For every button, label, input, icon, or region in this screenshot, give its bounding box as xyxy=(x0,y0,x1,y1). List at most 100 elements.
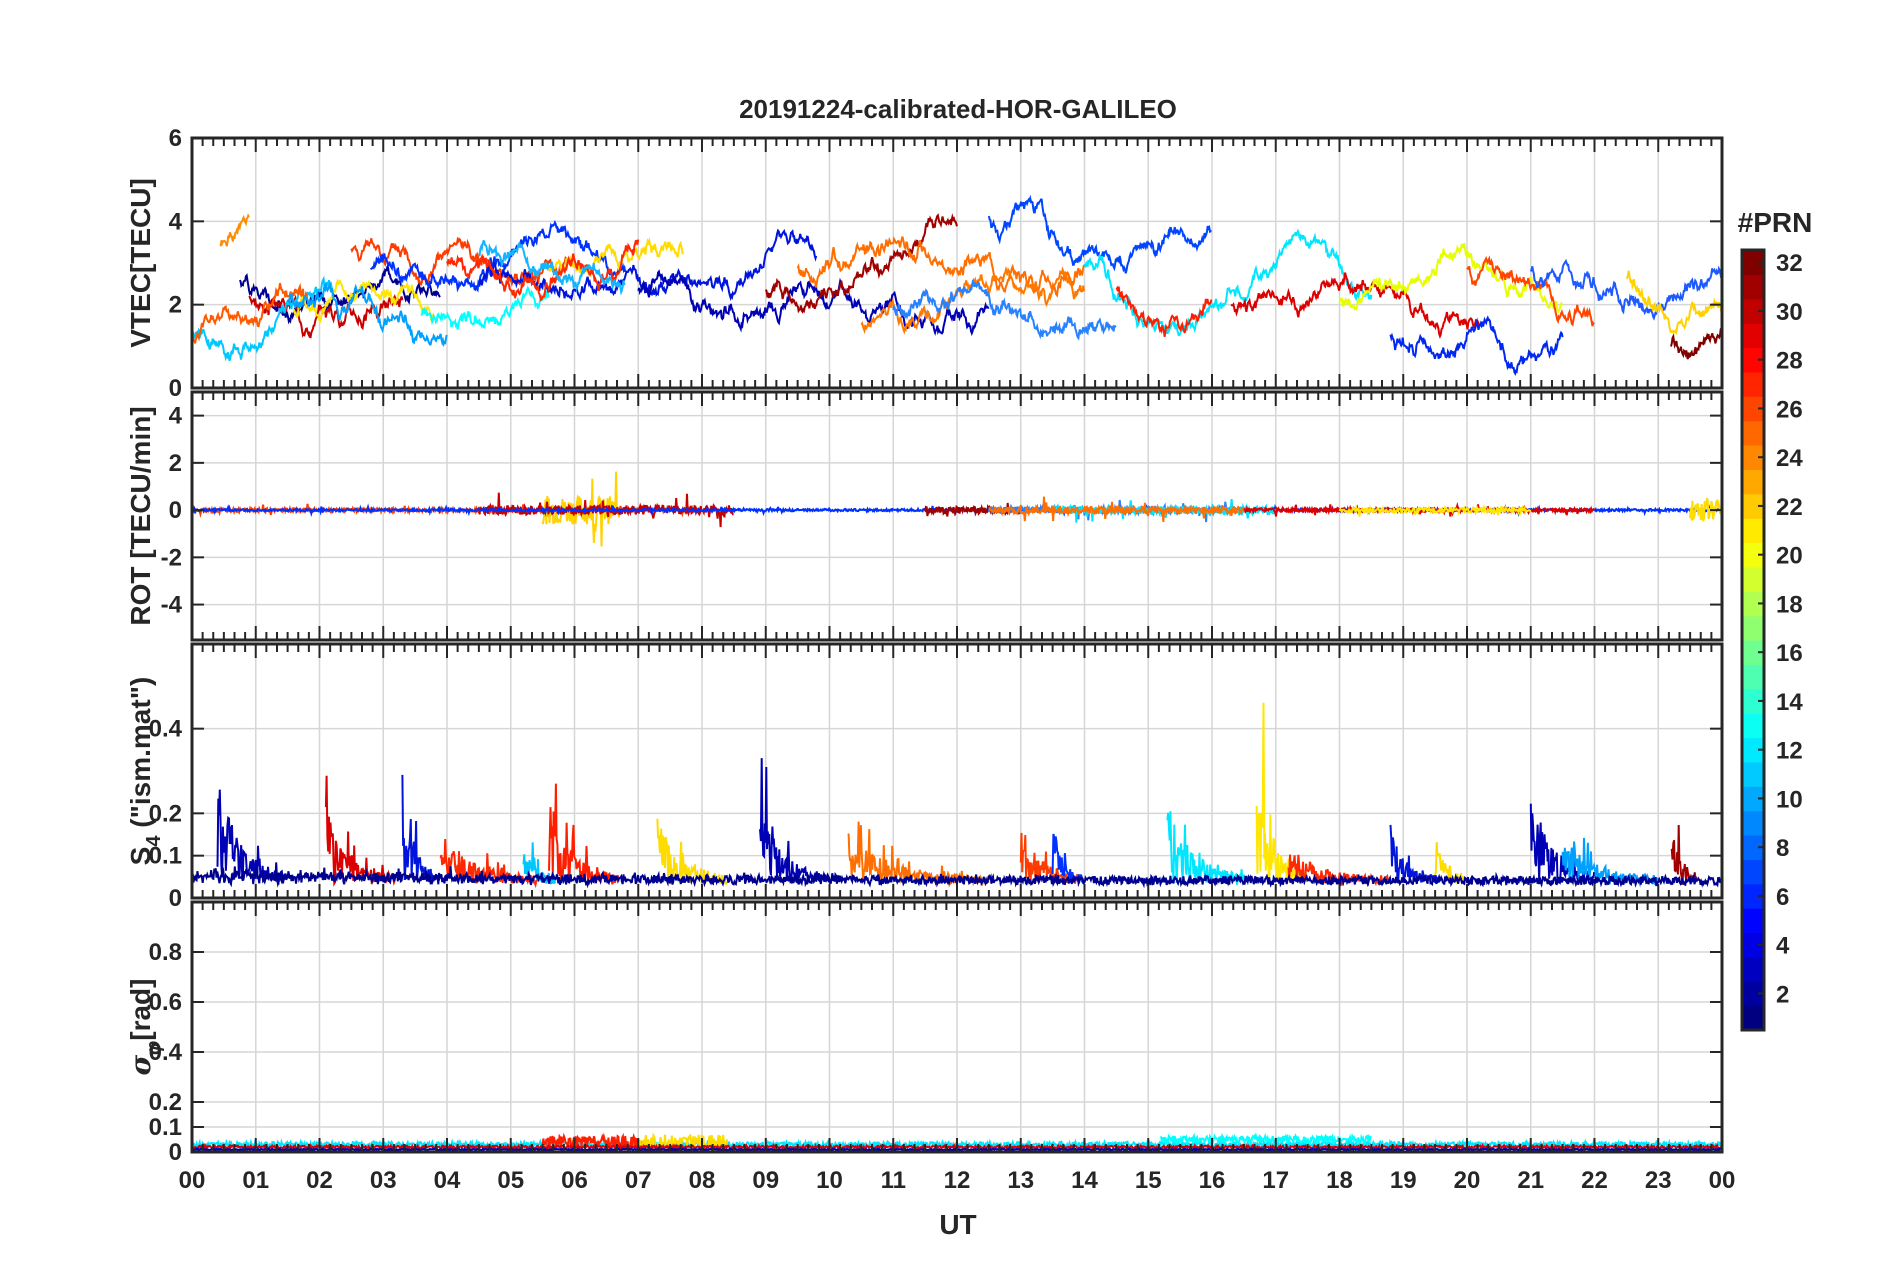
series-line-prn-22 xyxy=(219,213,250,247)
y-tick-label: 0.1 xyxy=(149,843,182,870)
x-tick-label: 04 xyxy=(434,1167,461,1194)
x-tick-label: 14 xyxy=(1071,1167,1098,1194)
colorbar-tick-label: 18 xyxy=(1776,591,1803,618)
y-tick-label: 2 xyxy=(169,450,182,477)
series-line-prn-20 xyxy=(1434,842,1468,886)
colorbar-tick-label: 26 xyxy=(1776,396,1803,423)
series-line-prn-11 xyxy=(192,275,333,362)
colorbar-tick-label: 24 xyxy=(1776,445,1803,472)
series-line-prn-20 xyxy=(637,1132,728,1152)
colorbar-segment xyxy=(1742,688,1764,714)
colorbar-segment xyxy=(1742,664,1764,690)
series-line-prn-19 xyxy=(1338,504,1532,517)
colorbar-segment xyxy=(1742,469,1764,495)
colorbar-segment xyxy=(1742,835,1764,860)
colorbar-segment xyxy=(1742,761,1764,787)
series-line-prn-9 xyxy=(478,239,626,296)
colorbar-segment xyxy=(1742,786,1764,812)
x-tick-label: 13 xyxy=(1007,1167,1034,1194)
colorbar-segment xyxy=(1742,542,1764,568)
series-line-prn-13 xyxy=(420,285,550,330)
x-tick-label: 19 xyxy=(1390,1167,1417,1194)
series-line-prn-25 xyxy=(350,236,575,287)
y-tick-label: 0 xyxy=(169,1139,182,1166)
y-tick-label: 0 xyxy=(169,885,182,912)
y-tick-label: 0.4 xyxy=(149,716,183,743)
y-tick-label: 6 xyxy=(169,125,182,152)
series-line-prn-31 xyxy=(764,213,958,314)
y-tick-label: 2 xyxy=(169,292,182,319)
series-group xyxy=(192,194,1722,377)
y-tick-label: -4 xyxy=(161,592,183,619)
x-tick-label: 15 xyxy=(1135,1167,1162,1194)
x-tick-label: 02 xyxy=(306,1167,333,1194)
colorbar-tick-label: 16 xyxy=(1776,640,1803,667)
colorbar-tick-label: 6 xyxy=(1776,884,1789,911)
colorbar-segment xyxy=(1742,737,1764,763)
series-line-prn-27 xyxy=(1115,285,1213,337)
colorbar-tick-label: 30 xyxy=(1776,299,1803,326)
series-line-prn-29 xyxy=(1230,272,1481,339)
x-tick-label: 09 xyxy=(752,1167,779,1194)
x-tick-label: 10 xyxy=(816,1167,843,1194)
colorbar-segment xyxy=(1742,615,1764,641)
colorbar-segment xyxy=(1742,420,1764,446)
x-tick-label: 16 xyxy=(1199,1167,1226,1194)
colorbar-segment xyxy=(1742,981,1764,1007)
x-tick-label: 20 xyxy=(1454,1167,1481,1194)
series-line-prn-18 xyxy=(1338,243,1563,315)
x-tick-labels: 00 01 02 03 04 05 06 07 08 09 10 11 12 13 14 15 16 17 18 19… xyxy=(179,1167,1736,1194)
y-tick-label: 0.2 xyxy=(149,800,182,827)
y-axis-label: ROT [TECU/min] xyxy=(125,406,156,625)
colorbar-segment xyxy=(1742,250,1764,275)
colorbar-tick-label: 8 xyxy=(1776,835,1789,862)
colorbar-tick-label: 32 xyxy=(1776,250,1803,277)
colorbar-frame xyxy=(1740,248,1766,1032)
series-group xyxy=(192,702,1722,889)
y-axis-label: VTEC[TECU] xyxy=(125,178,156,348)
colorbar-segment xyxy=(1742,883,1764,909)
y-tick-label: 0 xyxy=(169,375,182,402)
colorbar-segment xyxy=(1742,859,1764,885)
y-tick-label: 0.2 xyxy=(149,1089,182,1116)
y-tick-label: 0 xyxy=(169,497,182,524)
y-tick-label: 4 xyxy=(169,208,183,235)
series-line-prn-26 xyxy=(1466,255,1595,327)
colorbar-segment xyxy=(1742,274,1764,300)
colorbar-label: #PRN xyxy=(1738,207,1813,238)
colorbar-segment xyxy=(1742,445,1764,470)
x-tick-label: 03 xyxy=(370,1167,397,1194)
series-line-prn-24 xyxy=(988,496,1245,523)
series-line-prn-8 xyxy=(892,279,1117,341)
series-line-prn-6 xyxy=(1389,315,1564,377)
colorbar-tick-label: 14 xyxy=(1776,689,1803,716)
colorbar-tick-label: 20 xyxy=(1776,543,1803,570)
y-axis-label: σφ[rad] xyxy=(124,979,165,1076)
series-line-prn-20 xyxy=(1689,497,1722,522)
series-line-prn-12 xyxy=(1083,228,1373,337)
series-line-prn-26 xyxy=(192,282,308,344)
x-tick-label: 11 xyxy=(881,1167,906,1194)
x-axis-label: UT xyxy=(939,1209,976,1240)
colorbar-segment xyxy=(1742,347,1764,373)
x-tick-label: 12 xyxy=(944,1167,971,1194)
series-line-prn-13 xyxy=(1160,1131,1372,1147)
x-tick-label: 08 xyxy=(689,1167,716,1194)
colorbar-segment xyxy=(1742,956,1764,982)
y-tick-label: 4 xyxy=(169,403,183,430)
y-tick-label: 0.6 xyxy=(149,989,182,1016)
series-line-prn-28 xyxy=(446,239,640,302)
y-tick-label: 0.1 xyxy=(149,1114,182,1141)
colorbar-segment xyxy=(1742,298,1764,324)
panel-sigma: 00.10.2 0.4 0.6 0.8 σφ[rad] xyxy=(124,900,1724,1166)
colorbar-segment xyxy=(1742,640,1764,665)
y-axis-label: S4 ("ism.mat") xyxy=(125,677,165,866)
chart-title: 20191224-calibrated-HOR-GALILEO xyxy=(739,94,1177,124)
colorbar-segment xyxy=(1742,566,1764,592)
series-line-prn-10 xyxy=(286,283,448,348)
colorbar-segment xyxy=(1742,1005,1764,1031)
x-tick-label: 00 xyxy=(1709,1167,1736,1194)
colorbar-tick-label: 2 xyxy=(1776,981,1789,1008)
x-tick-label: 22 xyxy=(1581,1167,1608,1194)
